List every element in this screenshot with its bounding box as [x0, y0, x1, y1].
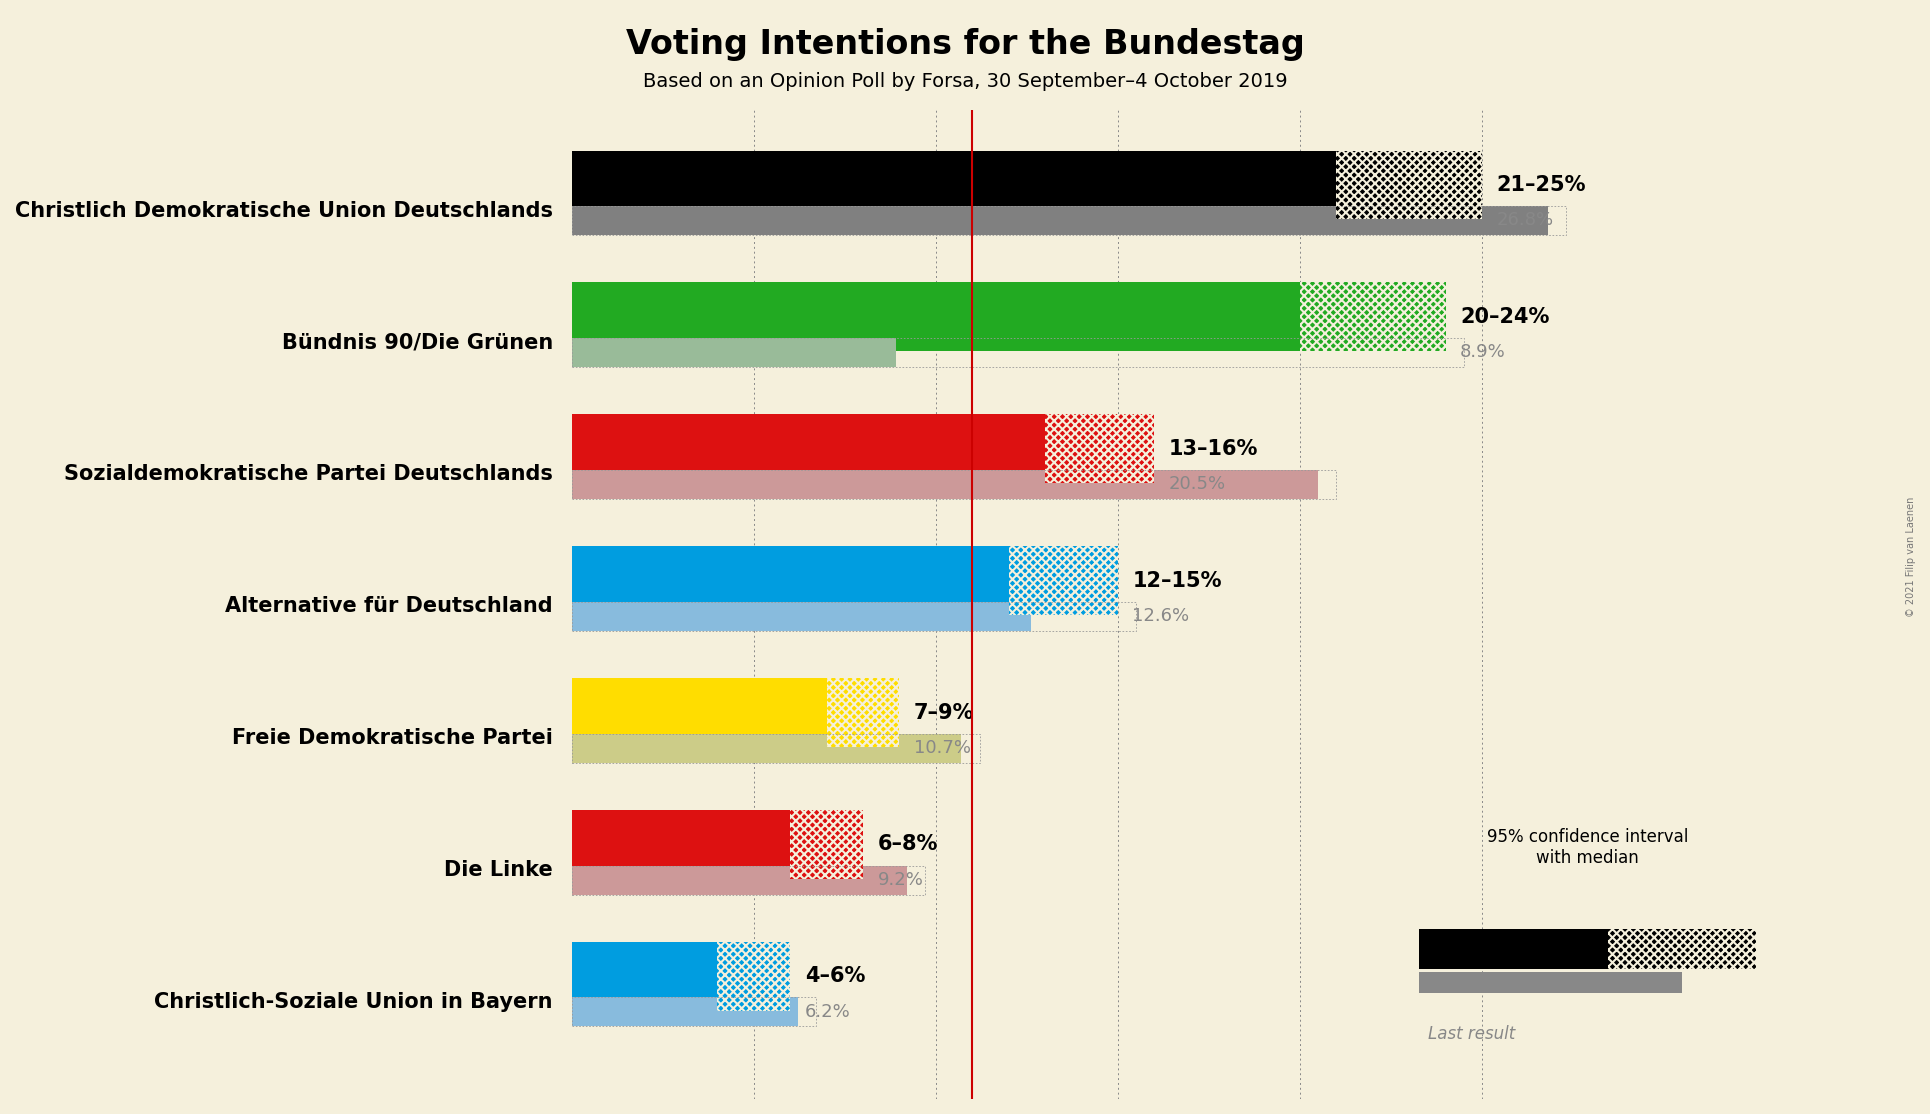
Bar [571, 810, 863, 879]
Bar [571, 338, 1463, 367]
Bar [571, 206, 1548, 235]
Bar [1681, 929, 1756, 969]
Bar [571, 866, 924, 895]
Text: 8.9%: 8.9% [1461, 343, 1505, 361]
Bar [1336, 150, 1482, 219]
Bar [718, 942, 789, 1010]
Bar [1063, 546, 1117, 615]
Bar [1419, 973, 1681, 993]
Bar [1419, 929, 1608, 969]
Bar [1301, 283, 1446, 351]
Text: 20.5%: 20.5% [1170, 476, 1226, 494]
Text: Based on an Opinion Poll by Forsa, 30 September–4 October 2019: Based on an Opinion Poll by Forsa, 30 Se… [643, 72, 1287, 91]
Bar [826, 678, 899, 746]
Bar [571, 734, 961, 763]
Bar [571, 283, 1446, 351]
Bar [1372, 283, 1446, 351]
Bar [571, 997, 797, 1026]
Text: 9.2%: 9.2% [878, 871, 923, 889]
Text: 6.2%: 6.2% [805, 1003, 851, 1020]
Text: 12.6%: 12.6% [1133, 607, 1189, 625]
Text: 95% confidence interval
with median: 95% confidence interval with median [1486, 828, 1689, 867]
Bar [1009, 546, 1117, 615]
Text: 13–16%: 13–16% [1170, 439, 1258, 459]
Bar [1100, 414, 1154, 483]
Text: 21–25%: 21–25% [1496, 175, 1586, 195]
Bar [571, 866, 907, 895]
Text: Voting Intentions for the Bundestag: Voting Intentions for the Bundestag [625, 28, 1305, 61]
Bar [571, 206, 1565, 235]
Bar [826, 810, 863, 879]
Bar [755, 942, 789, 1010]
Text: 12–15%: 12–15% [1133, 570, 1222, 590]
Bar [571, 470, 1336, 499]
Bar [571, 734, 980, 763]
Bar [571, 470, 1318, 499]
Bar [1608, 929, 1756, 969]
Text: © 2021 Filip van Laenen: © 2021 Filip van Laenen [1907, 497, 1916, 617]
Text: 7–9%: 7–9% [915, 703, 975, 723]
Text: 20–24%: 20–24% [1461, 306, 1550, 326]
Text: 6–8%: 6–8% [878, 834, 938, 854]
Bar [571, 602, 1031, 631]
Bar [571, 150, 1482, 219]
Bar [571, 942, 789, 1010]
Bar [1409, 150, 1482, 219]
Bar [571, 602, 1137, 631]
Bar [571, 414, 1154, 483]
Bar [571, 678, 899, 746]
Text: 4–6%: 4–6% [805, 966, 865, 986]
Bar [571, 338, 896, 367]
Bar [1046, 414, 1154, 483]
Text: 10.7%: 10.7% [915, 739, 971, 758]
Bar [571, 997, 816, 1026]
Bar [863, 678, 899, 746]
Text: 26.8%: 26.8% [1496, 212, 1554, 229]
Text: Last result: Last result [1428, 1025, 1515, 1043]
Bar [571, 546, 1117, 615]
Bar [789, 810, 863, 879]
